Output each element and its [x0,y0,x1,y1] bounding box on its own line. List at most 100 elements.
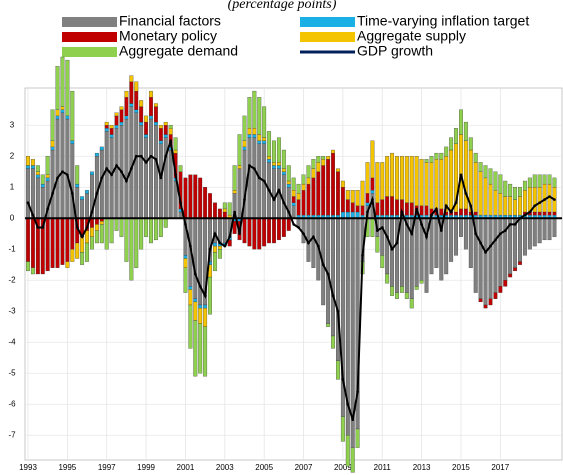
bar-segment [60,218,65,265]
gdp-point [193,272,197,276]
bar-segment [350,447,355,473]
y-tick-label: 2 [10,151,15,160]
bar-segment [321,165,326,216]
bar-segment [94,224,99,231]
bar-segment [144,115,149,123]
bar-segment [552,211,557,216]
y-tick-label: -4 [8,337,16,346]
gdp-point [376,229,379,232]
bar-segment [345,190,350,200]
bar-segment [478,218,483,299]
bar-segment [217,249,222,259]
bar-segment [247,218,252,247]
bar-segment [267,131,272,157]
bar-segment [311,177,316,216]
bar-segment [276,165,281,169]
bar-segment [286,180,291,185]
gdp-point [31,213,35,217]
bar-segment [242,146,247,151]
bar-segment [153,218,158,241]
gdp-point [85,226,89,229]
gdp-point [321,263,325,267]
gdp-point [149,154,153,158]
bar-segment [291,202,296,206]
bar-segment [385,196,390,216]
bar-segment [163,218,168,228]
bar-segment [493,292,498,299]
gdp-point [538,201,541,204]
gdp-point [415,207,418,211]
bar-segment [385,156,390,197]
bar-segment [65,218,70,262]
bar-segment [459,218,463,237]
bar-segment [513,267,518,272]
gdp-point [164,154,168,158]
bar-segment [380,218,385,256]
bar-segment [158,140,163,144]
legend-label: Aggregate demand [119,43,238,59]
bar-segment [444,146,449,157]
bar-segment [109,134,114,138]
gdp-point [395,241,399,245]
bar-segment [65,115,70,120]
gdp-point [144,161,148,164]
gdp-line [27,140,555,421]
gdp-point [420,223,423,226]
bar-segment [188,304,193,349]
gdp-point [218,241,222,245]
bar-segment [227,239,232,247]
bar-segment [399,156,404,200]
bar-segment [158,128,163,141]
bar-segment [321,159,326,166]
gdp-point [51,192,54,195]
bar-segment [232,190,237,194]
gdp-point [203,294,207,298]
gdp-point [287,210,291,214]
bar-segment [26,156,30,166]
legend-swatch [62,47,117,57]
bar-segment [493,218,498,293]
x-tick-label: 2009 [334,463,352,472]
bar-segment [168,149,173,219]
bar-segment [395,156,399,200]
bar-segment [26,165,30,169]
bar-segment [222,208,227,213]
bar-segment [522,218,527,256]
bar-segment [193,320,198,377]
bar-segment [124,115,129,120]
bar-segment [50,140,55,148]
bar-segment [45,218,50,272]
bar-segment [326,156,331,160]
gdp-point [213,232,217,235]
bar-segment [281,218,286,237]
bar-segment [30,165,35,169]
bar-segment [129,75,134,82]
bar-segment [311,218,316,268]
bar-segment [365,193,370,203]
bar-segment [134,90,139,110]
bar-segment [257,134,262,141]
bar-segment [326,159,331,216]
bar-segment [188,289,193,306]
bar-segment [355,428,360,448]
bar-segment [213,252,217,272]
bar-segment [30,218,35,268]
bar-segment [173,149,178,154]
bar-segment [272,165,276,169]
bar-segment [188,174,193,219]
bar-segment [252,90,257,129]
bar-segment [331,335,335,349]
gdp-point [326,272,330,276]
bar-segment [503,196,508,216]
bar-segment [286,165,291,182]
bar-segment [483,165,488,179]
bar-segment [444,156,449,213]
bar-segment [129,218,134,281]
bar-segment [488,298,493,306]
bar-segment [513,187,518,200]
x-tick-label: 2013 [413,463,431,472]
bar-segment [532,211,537,216]
bar-segment [414,156,419,206]
gdp-point [297,226,300,229]
bar-segment [483,304,488,309]
